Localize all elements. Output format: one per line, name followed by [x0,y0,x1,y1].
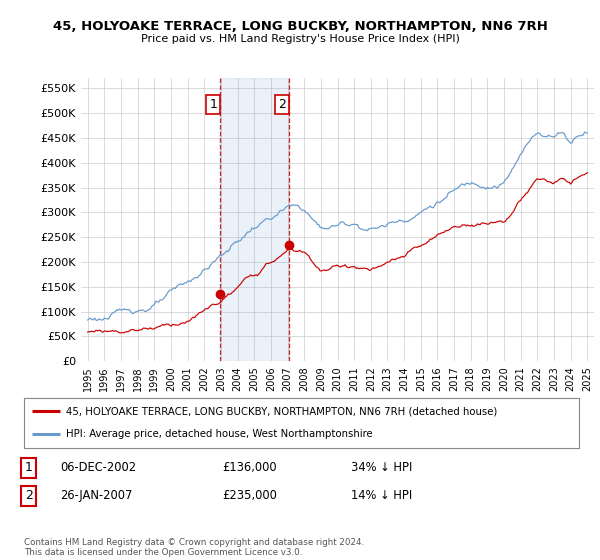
Text: 1: 1 [25,461,33,474]
Text: £235,000: £235,000 [222,489,277,502]
Text: 06-DEC-2002: 06-DEC-2002 [60,461,136,474]
Text: £136,000: £136,000 [222,461,277,474]
Text: 45, HOLYOAKE TERRACE, LONG BUCKBY, NORTHAMPTON, NN6 7RH (detached house): 45, HOLYOAKE TERRACE, LONG BUCKBY, NORTH… [65,406,497,416]
Text: 45, HOLYOAKE TERRACE, LONG BUCKBY, NORTHAMPTON, NN6 7RH: 45, HOLYOAKE TERRACE, LONG BUCKBY, NORTH… [53,20,547,32]
Text: 2: 2 [25,489,33,502]
Text: 1: 1 [209,98,217,111]
Text: 14% ↓ HPI: 14% ↓ HPI [351,489,412,502]
Text: 26-JAN-2007: 26-JAN-2007 [60,489,133,502]
Text: HPI: Average price, detached house, West Northamptonshire: HPI: Average price, detached house, West… [65,430,372,440]
Text: Price paid vs. HM Land Registry's House Price Index (HPI): Price paid vs. HM Land Registry's House … [140,34,460,44]
Text: 2: 2 [278,98,286,111]
Text: Contains HM Land Registry data © Crown copyright and database right 2024.
This d: Contains HM Land Registry data © Crown c… [24,538,364,557]
Bar [220,78,289,361]
Text: 34% ↓ HPI: 34% ↓ HPI [351,461,412,474]
